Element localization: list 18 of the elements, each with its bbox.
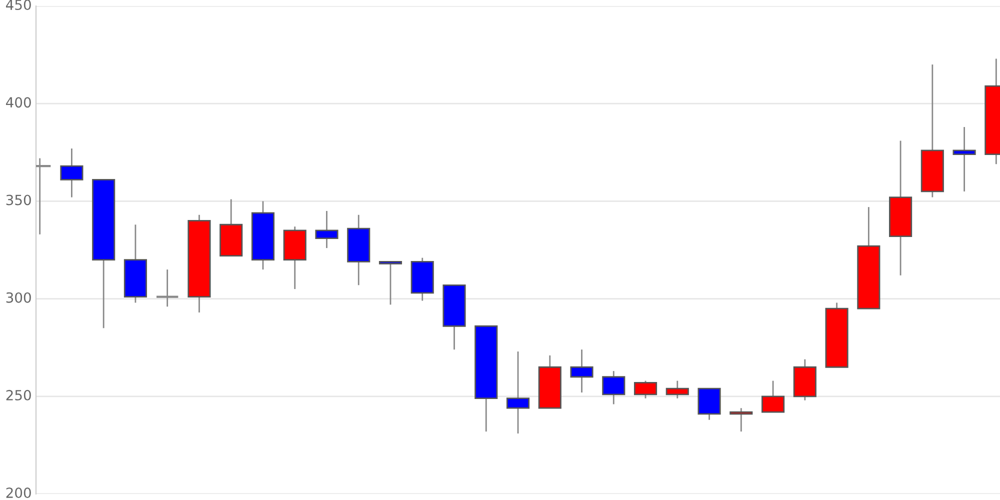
candlestick xyxy=(952,126,976,192)
y-tick-label: 200 xyxy=(6,488,31,498)
candlestick xyxy=(378,261,402,306)
y-tick-label: 400 xyxy=(6,97,31,108)
candlestick xyxy=(634,380,658,400)
y-tick-label: 300 xyxy=(6,292,31,303)
candlestick xyxy=(60,148,84,198)
candlestick xyxy=(315,210,338,249)
candlestick xyxy=(730,407,753,432)
candlestick xyxy=(761,380,785,413)
candlestick xyxy=(602,370,626,405)
y-tick-label: 350 xyxy=(6,194,31,206)
candlestick xyxy=(506,350,530,434)
y-tick-label: 450 xyxy=(6,0,31,10)
candlestick xyxy=(666,380,689,400)
y-tick-label: 250 xyxy=(6,390,31,400)
candlestick xyxy=(570,348,594,394)
candlestick xyxy=(155,268,180,308)
